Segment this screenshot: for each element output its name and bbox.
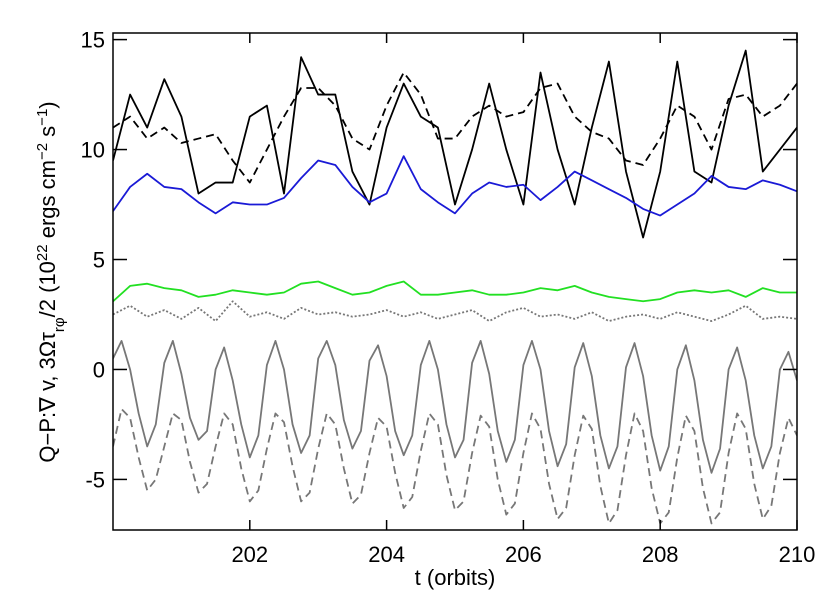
- y-tick-label: 15: [81, 28, 105, 53]
- y-tick-label: 0: [93, 357, 105, 382]
- x-tick-label: 208: [642, 542, 679, 567]
- y-axis-label-part: /2 (10: [35, 261, 60, 317]
- series-line: [113, 408, 797, 525]
- x-tick-label: 202: [231, 542, 268, 567]
- series-line: [113, 280, 797, 303]
- y-tick-label: 5: [93, 248, 105, 273]
- y-axis-label: Q−P:∇ v, 3Ωτrφ/2 (1022 ergs cm−2 s−1): [34, 101, 68, 462]
- y-axis-label-part: ): [35, 101, 60, 108]
- y-axis-label-part: s: [35, 126, 60, 143]
- x-tick-label: 206: [505, 542, 542, 567]
- series-line: [113, 155, 797, 217]
- plot-frame: [112, 32, 798, 531]
- y-axis-label-part: rφ: [51, 317, 68, 332]
- y-tick-label: -5: [85, 467, 105, 492]
- series-line: [113, 339, 797, 474]
- y-axis-label-part: 22: [34, 244, 51, 261]
- series-line: [113, 49, 797, 239]
- x-axis-label: t (orbits): [415, 565, 496, 590]
- y-axis-label-part: −1: [34, 109, 51, 126]
- y-axis-label-part: Q−P:∇ v, 3Ωτ: [35, 332, 60, 463]
- y-axis-label-part: ergs cm: [35, 160, 60, 244]
- y-axis-label-part: −2: [34, 143, 51, 160]
- plot-lines: [113, 49, 797, 525]
- series-line: [113, 300, 797, 322]
- y-tick-label: 10: [81, 138, 105, 163]
- x-tick-label: 210: [779, 542, 816, 567]
- x-tick-label: 204: [368, 542, 405, 567]
- series-line: [113, 71, 797, 184]
